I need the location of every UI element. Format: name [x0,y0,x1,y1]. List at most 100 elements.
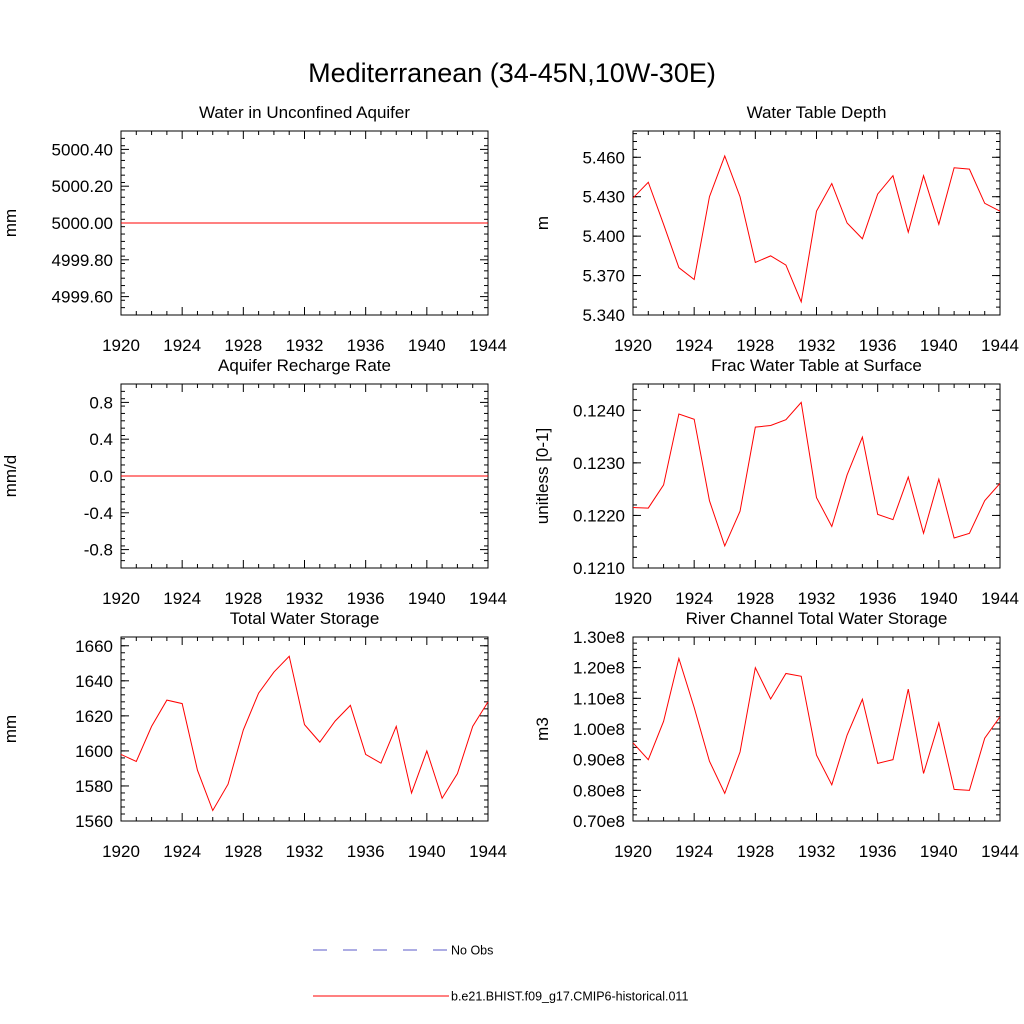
x-tick-label: 1928 [736,589,774,608]
x-tick-label: 1944 [981,336,1019,355]
legend-label-model: b.e21.BHIST.f09_g17.CMIP6-historical.011 [451,990,688,1004]
series-line-0 [632,401,1001,548]
panel-5: River Channel Total Water Storage m3 1920 1… [533,609,1019,861]
x-tick-label: 1940 [920,336,958,355]
series-line-0 [632,154,1001,304]
x-tick-label: 1924 [675,842,713,861]
panel-4: Total Water Storage mm 1920 1924 1928 1932 193… [1,609,507,861]
x-tick-label: 1932 [798,589,836,608]
y-tick-label: 1660 [75,637,113,656]
x-tick-label: 1920 [102,842,140,861]
y-tick-label: 0.80e8 [573,781,625,800]
panel-2: Aquifer Recharge Rate mm/d 1920 1924 1928 193… [1,356,507,608]
y-tick-label: 5.340 [582,306,625,325]
x-tick-label: 1940 [920,589,958,608]
x-tick-label: 1928 [224,336,262,355]
x-tick-label: 1940 [408,336,446,355]
plot-frame [632,383,1001,569]
y-axis-label: m [533,216,552,230]
y-tick-label: 1560 [75,812,113,831]
y-tick-label: 0.90e8 [573,751,625,770]
panel-title: Total Water Storage [230,609,380,628]
x-tick-label: 1944 [981,842,1019,861]
y-tick-label: 5.430 [582,188,625,207]
y-axis-label: unitless [0-1] [533,428,552,524]
y-tick-label: 0.1240 [573,401,625,420]
panel-title: Water in Unconfined Aquifer [199,103,410,122]
figure-title: Mediterranean (34-45N,10W-30E) [308,58,716,88]
y-tick-label: 4999.60 [52,288,113,307]
legend: No Obs b.e21.BHIST.f09_g17.CMIP6-histori… [313,944,688,1004]
panel-title: Frac Water Table at Surface [711,356,922,375]
panel-title: River Channel Total Water Storage [686,609,948,628]
x-tick-label: 1920 [614,842,652,861]
y-tick-label: -0.8 [84,541,113,560]
x-tick-label: 1932 [798,336,836,355]
y-tick-label: 5.400 [582,227,625,246]
y-tick-label: 1640 [75,672,113,691]
y-tick-label: 1.10e8 [573,689,625,708]
y-tick-label: 1580 [75,777,113,796]
x-tick-label: 1920 [614,589,652,608]
x-tick-label: 1920 [614,336,652,355]
x-tick-label: 1932 [798,842,836,861]
x-tick-label: 1924 [163,336,201,355]
x-tick-label: 1944 [981,589,1019,608]
y-tick-label: 5000.00 [52,214,113,233]
x-tick-label: 1924 [675,589,713,608]
x-tick-label: 1936 [859,842,897,861]
x-tick-label: 1928 [736,842,774,861]
x-tick-label: 1924 [675,336,713,355]
y-tick-label: 0.8 [89,393,113,412]
x-tick-label: 1928 [224,842,262,861]
plot-panels: Water in Unconfined Aquifer mm 1920 1924 192… [1,103,1019,861]
y-tick-label: 5.370 [582,267,625,286]
y-tick-label: 1.00e8 [573,720,625,739]
x-tick-label: 1936 [347,842,385,861]
x-tick-label: 1932 [286,589,324,608]
y-tick-label: 5000.40 [52,140,113,159]
y-axis-label: m3 [533,717,552,741]
legend-label-no-obs: No Obs [451,944,493,958]
panel-title: Aquifer Recharge Rate [218,356,391,375]
y-tick-label: -0.4 [84,504,113,523]
y-tick-label: 0.4 [89,430,113,449]
x-tick-label: 1932 [286,842,324,861]
y-axis-label: mm [1,209,20,237]
x-tick-label: 1936 [859,589,897,608]
x-tick-label: 1928 [736,336,774,355]
x-tick-label: 1928 [224,589,262,608]
x-tick-label: 1940 [920,842,958,861]
y-tick-label: 0.1220 [573,506,625,525]
plot-frame [120,636,489,822]
x-tick-label: 1944 [469,589,507,608]
y-tick-label: 1600 [75,742,113,761]
x-tick-label: 1936 [347,589,385,608]
x-tick-label: 1936 [347,336,385,355]
x-tick-label: 1936 [859,336,897,355]
panel-3: Frac Water Table at Surface unitless [0-1… [533,356,1019,608]
plot-frame [632,130,1001,316]
y-tick-label: 0.70e8 [573,812,625,831]
y-tick-label: 5000.20 [52,177,113,196]
panel-0: Water in Unconfined Aquifer mm 1920 1924 192… [1,103,507,355]
y-axis-label: mm/d [1,455,20,498]
x-tick-label: 1940 [408,842,446,861]
panel-title: Water Table Depth [747,103,887,122]
panel-1: Water Table Depth m 1920 1924 1928 1932 1936 19… [533,103,1019,355]
y-tick-label: 0.1230 [573,454,625,473]
x-tick-label: 1944 [469,336,507,355]
x-tick-label: 1932 [286,336,324,355]
y-tick-label: 0.1210 [573,559,625,578]
x-tick-label: 1920 [102,589,140,608]
series-line-0 [632,656,1001,795]
y-tick-label: 1.30e8 [573,628,625,647]
y-tick-label: 4999.80 [52,251,113,270]
x-tick-label: 1924 [163,842,201,861]
series-line-0 [120,655,489,812]
y-tick-label: 5.460 [582,148,625,167]
y-tick-label: 0.0 [89,467,113,486]
x-tick-label: 1924 [163,589,201,608]
x-tick-label: 1944 [469,842,507,861]
